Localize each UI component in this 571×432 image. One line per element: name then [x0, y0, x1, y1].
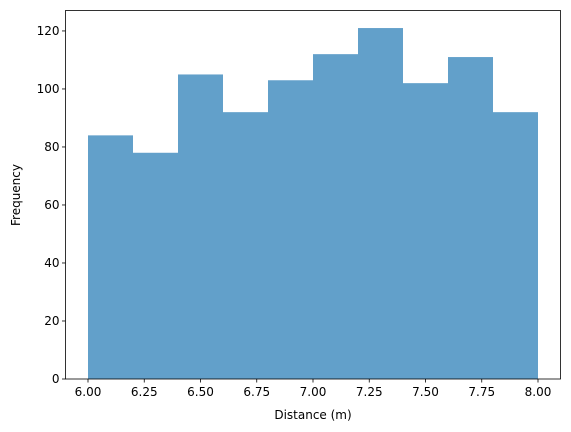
y-tick-label: 20: [44, 314, 59, 328]
y-tick-label: 0: [52, 372, 60, 386]
bar: [493, 112, 538, 380]
x-tick-label: 7.00: [300, 385, 327, 399]
bar: [133, 152, 178, 379]
bar: [268, 80, 313, 380]
bar: [403, 83, 448, 379]
x-tick-label: 7.75: [468, 385, 495, 399]
bar: [223, 112, 268, 380]
y-tick-label: 40: [44, 256, 59, 270]
axes-frame: [65, 10, 561, 380]
bar: [313, 54, 358, 379]
bar: [88, 135, 133, 379]
x-axis-label: Distance (m): [274, 408, 351, 422]
x-tick-label: 7.50: [412, 385, 439, 399]
y-tick-label: 80: [44, 140, 59, 154]
x-tick-label: 6.25: [131, 385, 158, 399]
bar: [358, 28, 403, 380]
y-axis-label: Frequency: [9, 164, 23, 226]
x-tick-label: 8.00: [525, 385, 552, 399]
y-tick-label: 100: [37, 82, 60, 96]
y-tick-label: 120: [37, 24, 60, 38]
x-tick-label: 6.75: [243, 385, 270, 399]
x-tick-label: 7.25: [356, 385, 383, 399]
x-tick-label: 6.50: [187, 385, 214, 399]
y-tick-label: 60: [44, 198, 59, 212]
bar: [448, 57, 493, 380]
bar: [178, 74, 223, 380]
x-tick-label: 6.00: [75, 385, 102, 399]
